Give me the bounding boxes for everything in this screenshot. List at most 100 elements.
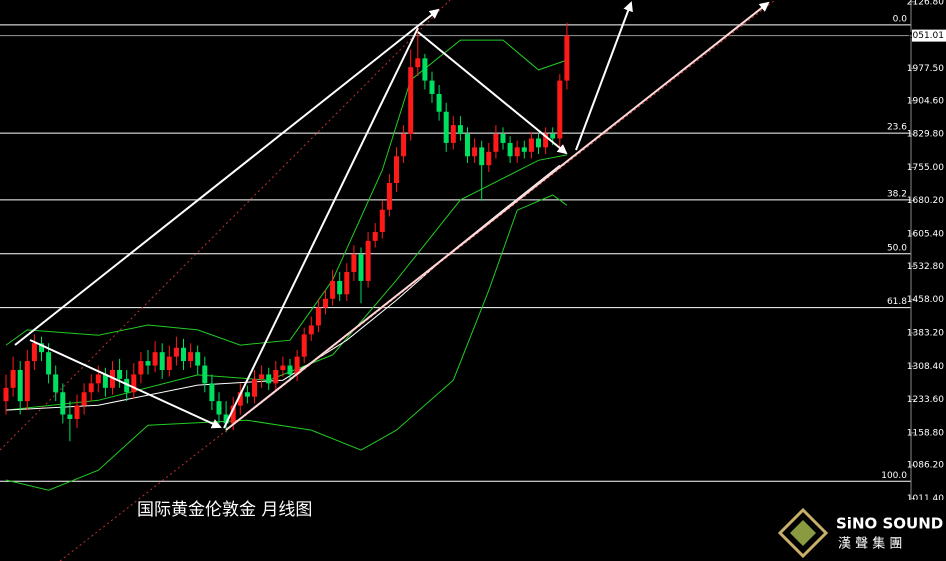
logo: SiNO SOUND 漢 聲 集 團 bbox=[770, 500, 946, 561]
fib-label: 50.0 bbox=[887, 243, 907, 253]
candle-body bbox=[479, 147, 485, 166]
candle-body bbox=[159, 352, 165, 370]
trend-arrow bbox=[225, 1, 770, 431]
candle-body bbox=[543, 134, 549, 148]
channel-line bbox=[59, 0, 776, 561]
y-tick-label: 1011.40 bbox=[907, 494, 944, 504]
candle-body bbox=[500, 134, 506, 143]
candle-body bbox=[202, 365, 208, 384]
last-price-label: 2051.01 bbox=[907, 31, 944, 41]
candle-body bbox=[280, 365, 286, 370]
annotations bbox=[0, 0, 776, 561]
y-tick-label: 1680.20 bbox=[907, 196, 944, 206]
candle-body bbox=[131, 374, 137, 393]
logo-mark bbox=[777, 507, 829, 559]
y-tick-label: 1904.60 bbox=[907, 96, 944, 106]
candle-body bbox=[53, 374, 59, 393]
candle-body bbox=[323, 298, 328, 308]
candle-body bbox=[67, 414, 73, 419]
logo-subtitle: 漢 聲 集 團 bbox=[838, 536, 902, 552]
candle-body bbox=[230, 405, 236, 424]
candle-body bbox=[301, 334, 307, 357]
logo-mark bbox=[790, 520, 816, 546]
candle-body bbox=[117, 369, 123, 379]
candle-body bbox=[259, 374, 265, 379]
fib-label: 38.2 bbox=[887, 189, 907, 199]
y-tick-label: 2126.80 bbox=[907, 0, 944, 7]
candle-body bbox=[195, 352, 201, 366]
candle-body bbox=[74, 405, 80, 419]
y-tick-label: 1977.50 bbox=[907, 64, 944, 74]
candle-body bbox=[237, 392, 243, 406]
candle-body bbox=[266, 374, 272, 384]
candle-body bbox=[110, 369, 115, 388]
candle-body bbox=[39, 343, 44, 353]
candle-body bbox=[457, 125, 463, 135]
y-tick-label: 1308.40 bbox=[907, 362, 944, 372]
candle-body bbox=[521, 147, 527, 152]
last-price-box bbox=[912, 29, 946, 42]
candle-body bbox=[550, 134, 556, 139]
candle-body bbox=[145, 361, 151, 366]
fib-label: 23.6 bbox=[887, 123, 907, 133]
candle-body bbox=[287, 365, 293, 375]
candle-body bbox=[273, 369, 279, 384]
candle-body bbox=[557, 80, 563, 139]
candle-body bbox=[46, 352, 52, 375]
y-tick-label: 1829.80 bbox=[907, 130, 944, 140]
channel-line bbox=[0, 0, 451, 451]
candle-body bbox=[507, 142, 513, 157]
fib-label: 100.0 bbox=[881, 471, 907, 481]
candle-body bbox=[294, 356, 300, 375]
candle-body bbox=[166, 356, 172, 370]
y-tick-label: 1383.20 bbox=[907, 328, 944, 338]
candle-body bbox=[17, 369, 23, 402]
y-tick-label: 1086.20 bbox=[907, 461, 944, 471]
candle-body bbox=[351, 254, 357, 273]
candle-body bbox=[465, 134, 470, 157]
candle-body bbox=[365, 240, 371, 281]
candle-body bbox=[486, 151, 492, 166]
candle-body bbox=[493, 134, 499, 152]
candle-body bbox=[415, 58, 421, 68]
candle-body bbox=[344, 272, 350, 295]
candle-body bbox=[379, 209, 385, 232]
chart-caption: 国际黄金伦敦金 月线图 bbox=[137, 500, 312, 520]
candle-body bbox=[124, 378, 130, 393]
candle-body bbox=[138, 361, 144, 375]
y-tick-label: 1233.60 bbox=[907, 395, 944, 405]
candle-body bbox=[429, 80, 435, 94]
candle-body bbox=[95, 374, 101, 384]
candle-body bbox=[223, 414, 229, 424]
candle-body bbox=[450, 125, 456, 143]
y-tick-label: 1158.80 bbox=[907, 428, 944, 438]
candle-body bbox=[514, 147, 520, 157]
indicator-line bbox=[5, 194, 568, 491]
candle-body bbox=[528, 138, 534, 152]
candle-body bbox=[358, 254, 364, 281]
candle-body bbox=[152, 352, 158, 366]
candle-body bbox=[315, 307, 321, 326]
candle-body bbox=[330, 280, 336, 299]
fib-label: 0.0 bbox=[893, 14, 908, 24]
fib-label: 61.8 bbox=[887, 297, 907, 307]
y-tick-label: 1755.00 bbox=[907, 163, 944, 173]
candle-body bbox=[181, 347, 186, 362]
candle-body bbox=[436, 93, 442, 112]
candle-body bbox=[337, 280, 343, 295]
arrow bbox=[417, 31, 568, 155]
candle-body bbox=[472, 147, 478, 157]
arrow bbox=[29, 339, 222, 429]
candle-body bbox=[408, 67, 414, 135]
candle-body bbox=[308, 325, 314, 335]
candle-body bbox=[3, 387, 9, 402]
candle-body bbox=[536, 138, 541, 148]
arrow bbox=[14, 8, 440, 346]
candle-body bbox=[422, 58, 428, 81]
candle-body bbox=[372, 231, 378, 241]
candle-body bbox=[564, 35, 570, 81]
y-tick-label: 1532.80 bbox=[907, 262, 944, 272]
candle-body bbox=[401, 134, 407, 157]
